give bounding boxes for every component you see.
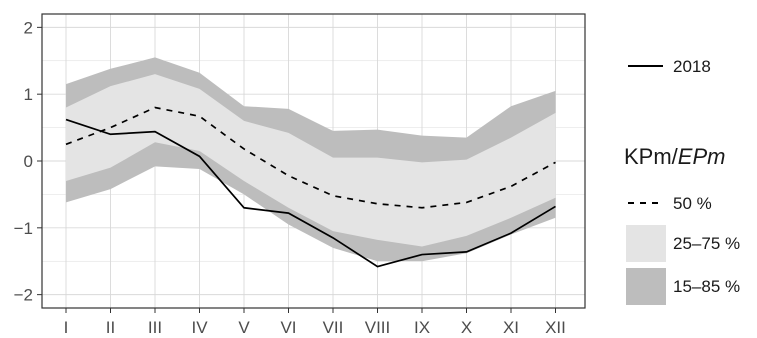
x-tick-label: XII (545, 318, 566, 337)
x-tick-label: II (106, 318, 115, 337)
band-25–75 % (66, 74, 556, 247)
legend: 2018 KPm/EPm 50 % 25–75 % 15–85 % (624, 57, 740, 305)
x-tick-label: VII (323, 318, 344, 337)
legend-title-main: KPm/ (624, 144, 679, 169)
series-lines (65, 106, 556, 268)
legend-median-label: 50 % (673, 194, 712, 213)
y-tick-label: −2 (14, 286, 33, 305)
series-line-50 % (65, 106, 556, 209)
x-tick-label: III (148, 318, 162, 337)
y-tick-label: 0 (24, 152, 33, 171)
x-tick-label: V (238, 318, 250, 337)
y-tick-label: 1 (24, 85, 33, 104)
legend-title: KPm/EPm (624, 144, 725, 169)
x-tick-label: IX (414, 318, 430, 337)
bands (66, 57, 556, 262)
legend-15-85-label: 15–85 % (673, 277, 740, 296)
legend-25-75-label: 25–75 % (673, 234, 740, 253)
y-tick-label: −1 (14, 219, 33, 238)
legend-25-75-key (626, 225, 666, 262)
legend-title-italic: EPm (678, 144, 726, 169)
x-tick-label: IV (191, 318, 208, 337)
x-tick-label: VI (280, 318, 296, 337)
x-tick-label: XI (503, 318, 519, 337)
x-tick-label: X (461, 318, 472, 337)
series-line-2018 (65, 118, 556, 268)
y-tick-label: 2 (24, 18, 33, 37)
x-tick-label: I (64, 318, 69, 337)
legend-2018-label: 2018 (673, 57, 711, 76)
legend-15-85-key (626, 268, 666, 305)
x-tick-label: VIII (365, 318, 391, 337)
